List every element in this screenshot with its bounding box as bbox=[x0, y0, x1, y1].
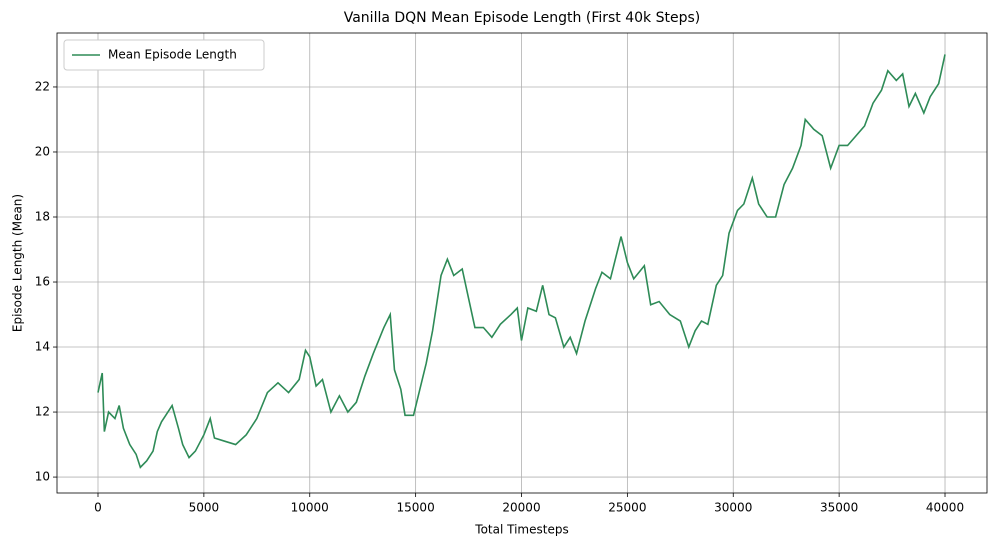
legend-box bbox=[63, 39, 265, 71]
y-tick-label: 18 bbox=[35, 210, 50, 224]
y-tick-label: 12 bbox=[35, 405, 50, 419]
x-tick-label: 35000 bbox=[820, 501, 858, 515]
y-tick-label: 14 bbox=[35, 340, 50, 354]
x-tick-label: 5000 bbox=[189, 501, 220, 515]
x-tick-label: 0 bbox=[94, 501, 102, 515]
x-tick-label: 20000 bbox=[502, 501, 540, 515]
x-tick-label: 10000 bbox=[291, 501, 329, 515]
x-tick-label: 40000 bbox=[926, 501, 964, 515]
plot-frame bbox=[56, 32, 988, 494]
data-line bbox=[97, 54, 946, 469]
legend-label: Mean Episode Length bbox=[108, 48, 237, 62]
y-tick-label: 10 bbox=[35, 470, 50, 484]
y-tick-label: 20 bbox=[35, 144, 50, 158]
y-tick-label: 16 bbox=[35, 275, 50, 289]
x-axis-label: Total Timesteps bbox=[474, 523, 568, 537]
x-tick-label: 15000 bbox=[397, 501, 435, 515]
y-axis-label: Episode Length (Mean) bbox=[11, 194, 25, 332]
x-tick-label: 25000 bbox=[608, 501, 646, 515]
chart-title: Vanilla DQN Mean Episode Length (First 4… bbox=[344, 10, 701, 26]
y-tick-label: 22 bbox=[35, 79, 50, 93]
x-tick-label: 30000 bbox=[714, 501, 752, 515]
